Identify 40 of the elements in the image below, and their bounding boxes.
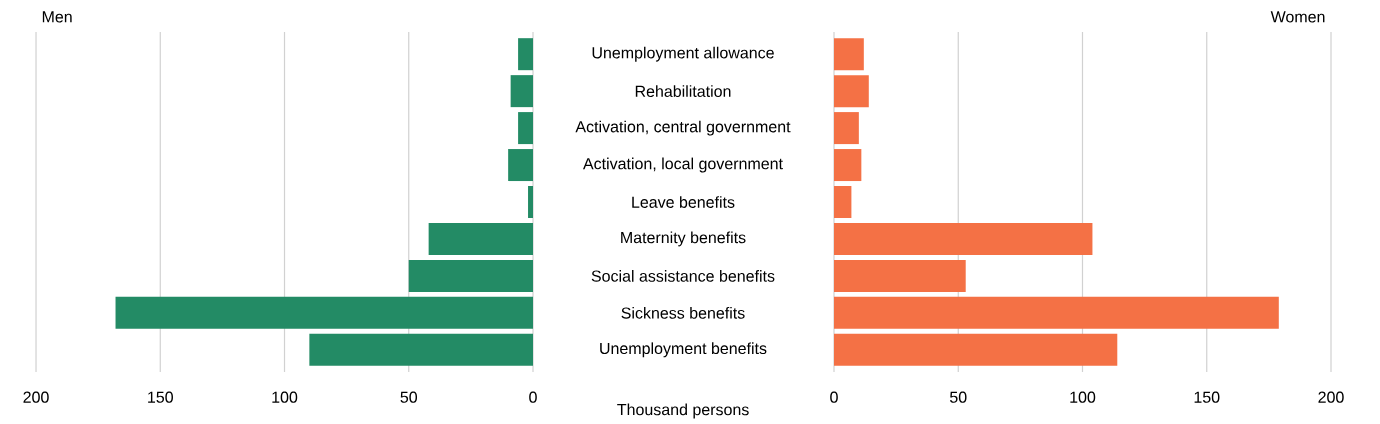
bar [834,75,869,108]
y-tick-label: Unemployment allowance [592,46,774,62]
x-tick-label: 150 [1194,391,1220,403]
bar [528,186,533,219]
bar [834,186,852,219]
bar [834,223,1093,256]
x-tick-label: 100 [272,391,298,403]
bar [834,112,859,145]
x-tick-label: 200 [1318,391,1344,403]
y-tick-label: Sickness benefits [621,307,745,319]
chart-title: Women [1270,11,1325,23]
y-tick-label: Leave benefits [632,196,735,208]
bar [834,296,1279,329]
bar [834,149,862,182]
y-tick-label: Social assistance benefits [591,270,775,282]
x-tick-label: 50 [950,391,967,403]
x-tick-label: 0 [830,391,838,403]
y-tick-label: Unemployment benefits [600,342,767,358]
bar [510,75,533,108]
bar [518,38,533,71]
bar [408,260,533,293]
y-tick-label: Activation, local government [582,157,783,173]
bar [115,296,533,329]
x-tick-label: 0 [529,391,537,403]
bar [834,38,864,71]
bar [518,112,533,145]
x-axis-title: Thousand persons [617,403,749,419]
x-tick-label: 50 [400,391,418,403]
x-tick-label: 150 [148,391,173,403]
y-tick-label: Maternity benefits [621,231,746,247]
y-tick-label: Rehabilitation [635,85,731,98]
x-tick-label: 200 [23,391,49,403]
bar [508,149,533,182]
chart-title: Men [42,11,72,23]
bar [834,333,1118,366]
bar [309,333,533,366]
x-tick-label: 100 [1070,391,1096,403]
bar [834,260,966,293]
bar [428,223,533,256]
y-tick-label: Activation, central government [575,120,791,136]
